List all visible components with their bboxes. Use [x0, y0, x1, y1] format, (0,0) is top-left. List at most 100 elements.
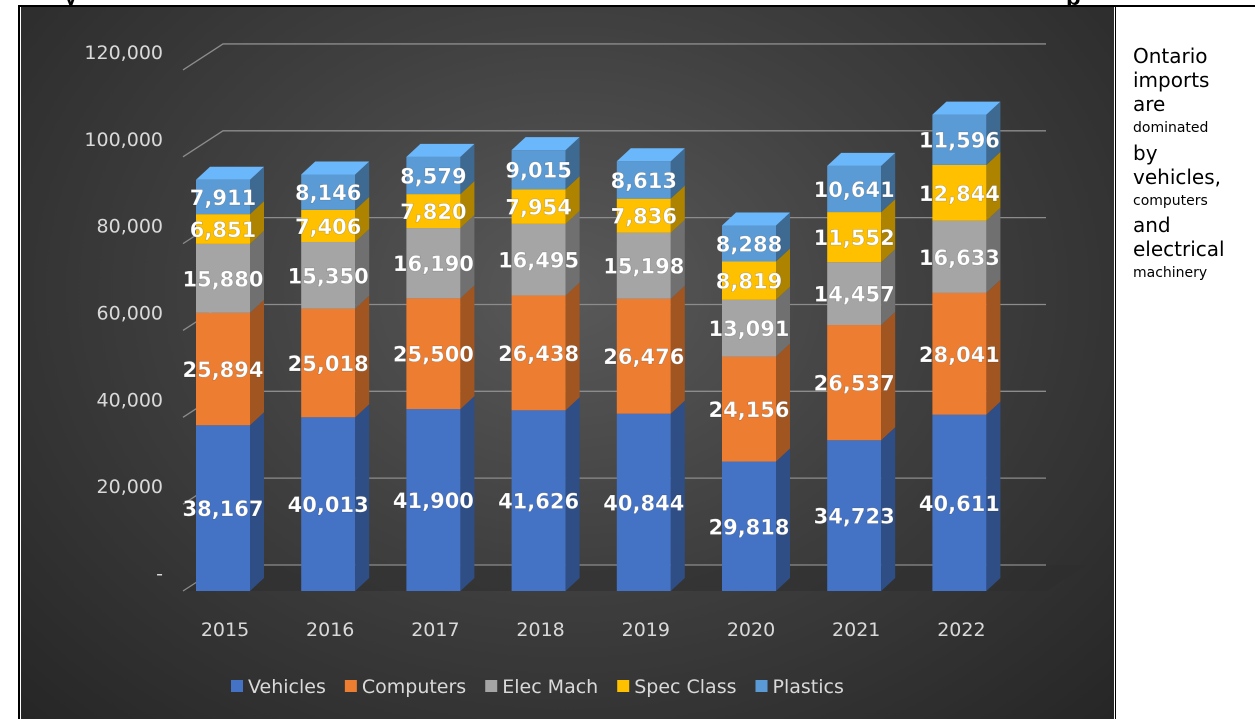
bar-side	[670, 219, 685, 299]
bar-front	[722, 225, 776, 262]
data-label: 26,438	[498, 342, 579, 366]
bar-front	[932, 164, 987, 221]
bar-segment-spec-class	[406, 181, 475, 229]
side-note-line: and	[1133, 213, 1171, 237]
x-tick-label: 2020	[727, 619, 775, 641]
legend-entry: Elec Mach	[502, 676, 598, 698]
bar-segment-elec-mach	[406, 215, 475, 299]
bar-segment-computers	[722, 343, 790, 462]
legend-swatch	[485, 680, 498, 692]
bar-front	[722, 356, 776, 462]
data-label: 25,500	[393, 343, 474, 367]
legend-entry: Plastics	[773, 676, 844, 698]
legend-swatch	[344, 680, 357, 692]
bar-segment-vehicles	[511, 397, 580, 591]
bar-segment-vehicles	[827, 427, 896, 591]
x-tick-label: 2022	[937, 619, 985, 641]
y-tick-label: 20,000	[97, 476, 163, 498]
data-label: 7,406	[295, 215, 361, 239]
bar-front	[406, 298, 461, 410]
bar-side	[250, 201, 264, 244]
bar-segment-elec-mach	[827, 249, 896, 326]
bar-side	[355, 228, 370, 309]
side-note-line: Ontario	[1133, 44, 1208, 68]
bar-side	[460, 396, 475, 591]
data-label: 8,288	[716, 233, 782, 257]
x-tick-label: 2015	[201, 619, 249, 641]
side-note-line: machinery	[1133, 265, 1208, 281]
data-label: 29,818	[708, 515, 789, 539]
bar-front	[406, 409, 461, 591]
cropped-title-strip: y p	[0, 0, 1256, 5]
bar-front	[932, 292, 987, 415]
bar-segment-elec-mach	[932, 207, 1001, 293]
bar-side	[986, 101, 1001, 165]
bar-side	[565, 397, 580, 591]
x-tick-label: 2016	[306, 619, 354, 641]
data-label: 13,091	[708, 317, 789, 341]
bar-side	[776, 286, 790, 357]
bar-top	[196, 166, 264, 180]
bar-side	[460, 143, 475, 195]
bar-front	[196, 179, 250, 215]
bar-side	[250, 299, 264, 426]
data-label: 15,880	[182, 267, 263, 291]
bar-top	[827, 152, 896, 166]
bar-segment-vehicles	[196, 412, 264, 591]
bar-segment-spec-class	[196, 201, 264, 244]
bar-segment-spec-class	[301, 196, 370, 242]
bar-front	[616, 232, 671, 299]
data-label: 40,013	[288, 493, 369, 517]
bar-front	[301, 174, 356, 210]
side-note-line: dominated	[1133, 120, 1209, 136]
bar-segment-vehicles	[406, 396, 475, 591]
bar-segment-elec-mach	[722, 286, 790, 357]
bar-segment-computers	[616, 285, 685, 414]
cropped-title-left: y	[64, 0, 77, 5]
bar-segment-vehicles	[616, 400, 685, 591]
bar-side	[881, 249, 896, 326]
bar-side	[670, 185, 685, 233]
data-label: 10,641	[814, 178, 895, 202]
x-tick-label: 2019	[622, 619, 670, 641]
bar-segment-computers	[406, 285, 475, 410]
y-tick-label: 80,000	[97, 216, 163, 238]
data-label: 38,167	[182, 497, 263, 521]
bar-front	[616, 298, 671, 414]
data-label: 26,537	[814, 372, 895, 396]
cropped-title-right: p	[1066, 0, 1081, 5]
data-label: 15,350	[288, 264, 369, 288]
chart-panel: - 20,000 40,000 60,000 80,000 100,000 120,000 3…	[21, 7, 1114, 719]
bar-front	[616, 413, 671, 591]
bar-segment-elec-mach	[196, 230, 264, 313]
bar-segment-spec-class	[722, 248, 790, 300]
bar-front	[827, 165, 882, 213]
data-label: 25,894	[182, 358, 263, 382]
bar-front	[827, 325, 882, 441]
bar-segment-plastics	[932, 101, 1001, 165]
legend-swatch	[231, 680, 243, 692]
bar-front	[196, 243, 250, 313]
x-tick-label: 2021	[832, 619, 880, 641]
data-label: 16,190	[393, 252, 474, 276]
bar-front	[511, 223, 566, 296]
bar-segment-plastics	[827, 152, 896, 213]
bar-side	[250, 230, 264, 313]
bar-front	[722, 461, 776, 591]
data-label: 15,198	[603, 255, 684, 279]
bar-front	[616, 161, 671, 199]
bar-top	[616, 148, 685, 162]
bar-front	[722, 261, 776, 300]
data-label: 8,613	[611, 169, 677, 193]
bar-segment-vehicles	[722, 448, 790, 591]
side-note-line: by	[1133, 140, 1158, 165]
data-label: 41,900	[393, 489, 474, 513]
bar-segment-computers	[301, 295, 370, 418]
side-note-line: are	[1133, 92, 1166, 116]
data-label: 24,156	[708, 398, 789, 422]
bar-side	[881, 152, 896, 213]
bar-top	[932, 101, 1001, 115]
bar-front	[616, 198, 671, 233]
bar-segment-spec-class	[932, 151, 1001, 221]
legend-swatch	[617, 680, 630, 692]
